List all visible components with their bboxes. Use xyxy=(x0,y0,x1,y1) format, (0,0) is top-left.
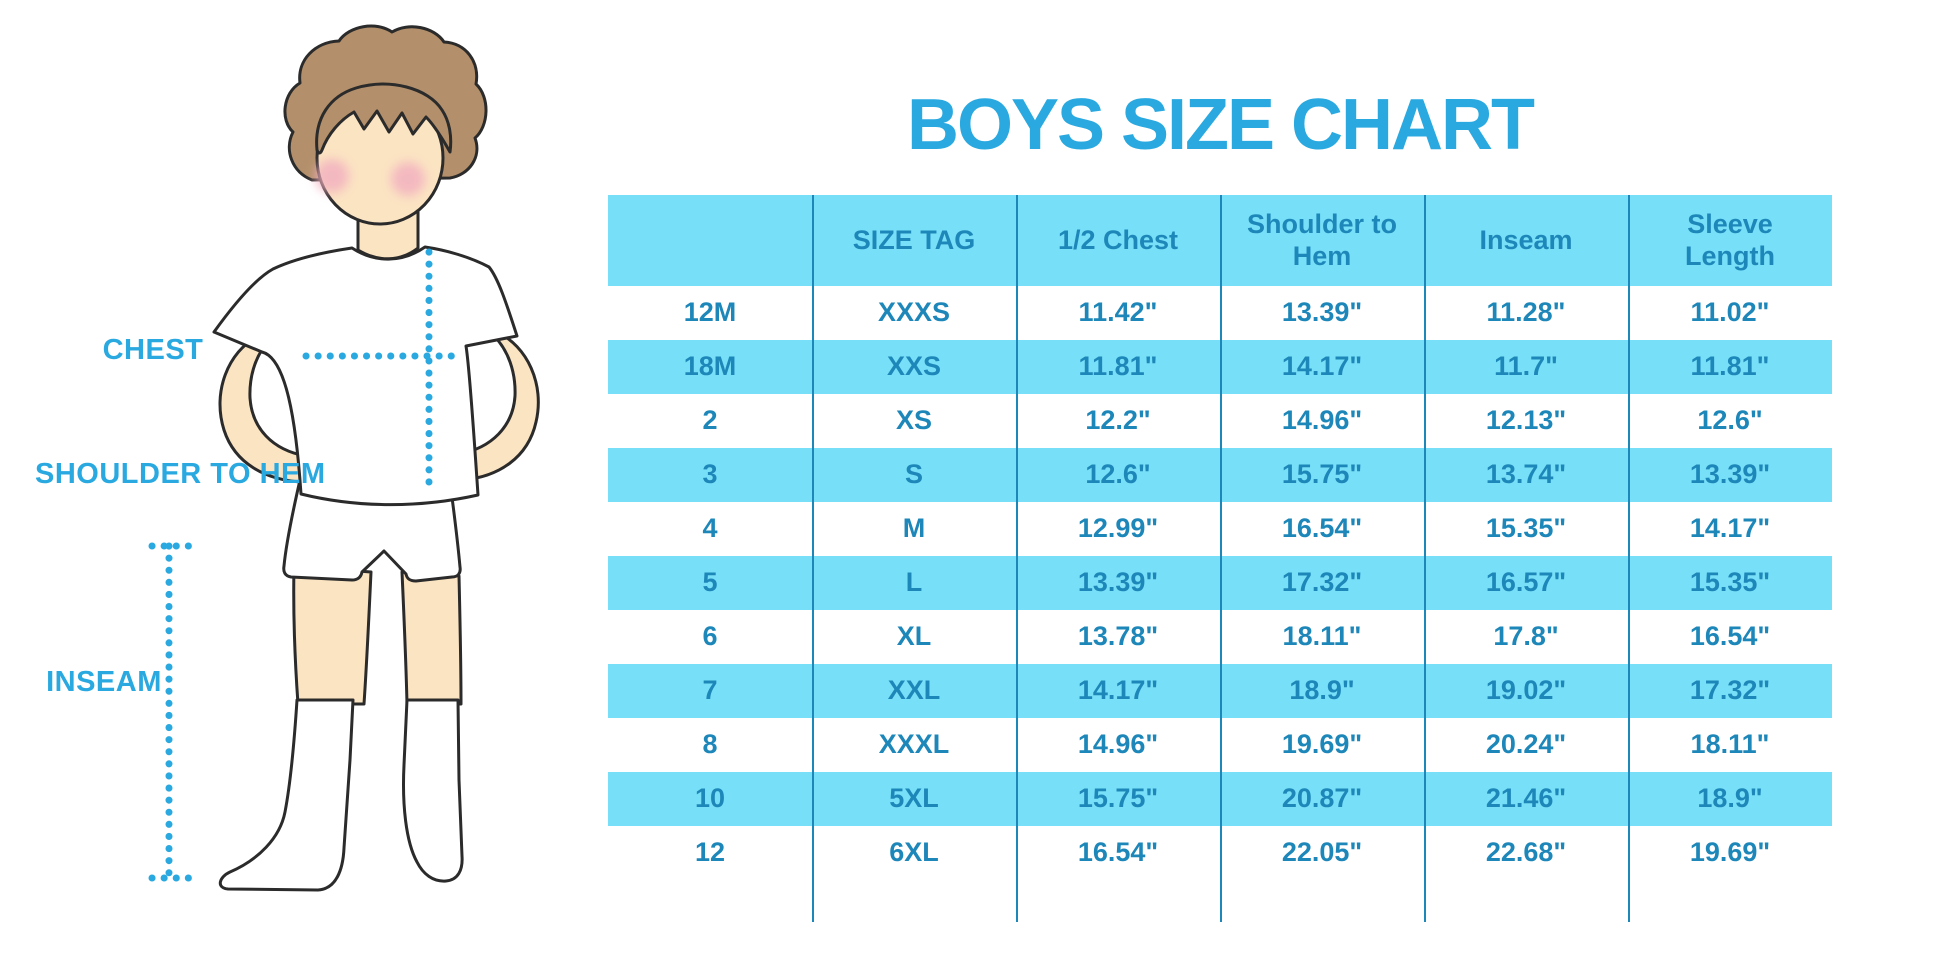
table-cell: 20.87" xyxy=(1281,783,1363,814)
table-cell: 5XL xyxy=(889,783,939,814)
table-row: 12M XXXS 11.42" 13.39" 11.28" 11.02" xyxy=(608,286,1832,340)
right-sock xyxy=(402,698,464,883)
table-row: 8 XXXL 14.96" 19.69" 20.24" 18.11" xyxy=(608,718,1832,772)
right-thigh xyxy=(400,570,463,706)
table-cell: 7 xyxy=(702,675,718,706)
table-cell: 19.69" xyxy=(1689,837,1771,868)
table-cell: 18.11" xyxy=(1690,729,1770,760)
table-cell: 11.81" xyxy=(1078,351,1158,382)
table-cell: 18M xyxy=(683,351,737,382)
table-cell: 11.7" xyxy=(1494,351,1558,382)
table-cell: L xyxy=(905,567,923,598)
table-cell: 22.05" xyxy=(1281,837,1363,868)
table-cell: 11.42" xyxy=(1078,297,1158,328)
table-cell: 17.8" xyxy=(1493,621,1559,652)
table-cell: XXL xyxy=(887,675,941,706)
table-cell: 12.2" xyxy=(1085,405,1151,436)
table-cell: 3 xyxy=(702,459,718,490)
table-header-row: SIZE TAG 1/2 Chest Shoulder to Hem Inseam Sl… xyxy=(608,195,1832,286)
table-cell: 12.99" xyxy=(1077,513,1159,544)
column-header xyxy=(608,195,812,286)
table-cell: 15.75" xyxy=(1077,783,1159,814)
table-cell: XS xyxy=(895,405,933,436)
table-cell: 20.24" xyxy=(1485,729,1567,760)
table-cell: 13.39" xyxy=(1077,567,1159,598)
t-shirt xyxy=(212,245,519,507)
table-cell: 14.17" xyxy=(1689,513,1771,544)
boy-illustration xyxy=(148,24,540,892)
table-cell: 21.46" xyxy=(1485,783,1567,814)
shoulder-to-hem-label: SHOULDER TO HEM xyxy=(35,458,326,490)
table-cell: 13.78" xyxy=(1077,621,1159,652)
table-cell: 11.28" xyxy=(1486,297,1566,328)
table-cell: 12.13" xyxy=(1485,405,1567,436)
table-cell: 12.6" xyxy=(1697,405,1763,436)
table-cell: 14.96" xyxy=(1281,405,1363,436)
table-row: 12 6XL 16.54" 22.05" 22.68" 19.69" xyxy=(608,826,1832,880)
hair-fringe xyxy=(315,82,453,155)
table-row: 4 M 12.99" 16.54" 15.35" 14.17" xyxy=(608,502,1832,556)
table-cell: XXXS xyxy=(877,297,951,328)
table-row: 3 S 12.6" 15.75" 13.74" 13.39" xyxy=(608,448,1832,502)
table-cell: M xyxy=(902,513,926,544)
chest-label: CHEST xyxy=(102,334,204,366)
table-cell: 16.54" xyxy=(1077,837,1159,868)
table-cell: 16.57" xyxy=(1485,567,1567,598)
table-cell: 14.17" xyxy=(1077,675,1159,706)
table-cell: 12 xyxy=(694,837,726,868)
table-cell: 12.6" xyxy=(1085,459,1151,490)
table-cell: 14.17" xyxy=(1281,351,1363,382)
table-cell: 14.96" xyxy=(1077,729,1159,760)
inseam-label: INSEAM xyxy=(46,666,162,698)
left-blush xyxy=(315,159,349,193)
table-cell: 12M xyxy=(683,297,737,328)
table-cell: 15.35" xyxy=(1485,513,1567,544)
table-row: 7 XXL 14.17" 18.9" 19.02" 17.32" xyxy=(608,664,1832,718)
table-cell: S xyxy=(904,459,923,490)
table-cell: 18.9" xyxy=(1697,783,1763,814)
table-row: 2 XS 12.2" 14.96" 12.13" 12.6" xyxy=(608,394,1832,448)
table-cell: 4 xyxy=(702,513,718,544)
table-cell: 17.32" xyxy=(1281,567,1363,598)
table-cell: 13.39" xyxy=(1689,459,1771,490)
table-cell: 11.81" xyxy=(1690,351,1770,382)
table-cell: 15.75" xyxy=(1281,459,1363,490)
size-table: SIZE TAG 1/2 Chest Shoulder to Hem Inseam Sl… xyxy=(608,195,1832,922)
table-cell: 19.02" xyxy=(1485,675,1567,706)
table-cell: 2 xyxy=(702,405,718,436)
table-cell: XXS xyxy=(886,351,942,382)
column-header: SIZE TAG xyxy=(852,224,976,255)
table-row: 10 5XL 15.75" 20.87" 21.46" 18.9" xyxy=(608,772,1832,826)
table-row: 18M XXS 11.81" 14.17" 11.7" 11.81" xyxy=(608,340,1832,394)
table-row: 6 XL 13.78" 18.11" 17.8" 16.54" xyxy=(608,610,1832,664)
column-header: Shoulder to Hem xyxy=(1247,208,1397,271)
table-cell: 6 xyxy=(702,621,718,652)
table-cell: 19.69" xyxy=(1281,729,1363,760)
column-header: Inseam xyxy=(1479,224,1573,255)
table-cell: 17.32" xyxy=(1689,675,1771,706)
column-header: Sleeve Length xyxy=(1685,208,1775,271)
column-header: 1/2 Chest xyxy=(1057,224,1179,255)
table-cell: 8 xyxy=(702,729,718,760)
table-cell: 5 xyxy=(702,567,718,598)
table-cell: 13.39" xyxy=(1281,297,1363,328)
table-cell: 18.11" xyxy=(1282,621,1362,652)
table-cell: XXXL xyxy=(878,729,950,760)
table-cell: XL xyxy=(896,621,932,652)
table-cell: 18.9" xyxy=(1289,675,1355,706)
page-title: BOYS SIZE CHART xyxy=(906,85,1535,166)
table-cell: 11.02" xyxy=(1690,297,1770,328)
table-cell: 15.35" xyxy=(1689,567,1771,598)
table-row: 5 L 13.39" 17.32" 16.57" 15.35" xyxy=(608,556,1832,610)
table-cell: 22.68" xyxy=(1485,837,1567,868)
table-cell: 16.54" xyxy=(1281,513,1363,544)
table-cell: 16.54" xyxy=(1689,621,1771,652)
table-cell: 6XL xyxy=(889,837,939,868)
table-cell: 13.74" xyxy=(1485,459,1567,490)
left-sock xyxy=(218,698,355,892)
left-thigh xyxy=(292,564,373,706)
right-blush xyxy=(391,162,425,196)
table-cell: 10 xyxy=(694,783,726,814)
